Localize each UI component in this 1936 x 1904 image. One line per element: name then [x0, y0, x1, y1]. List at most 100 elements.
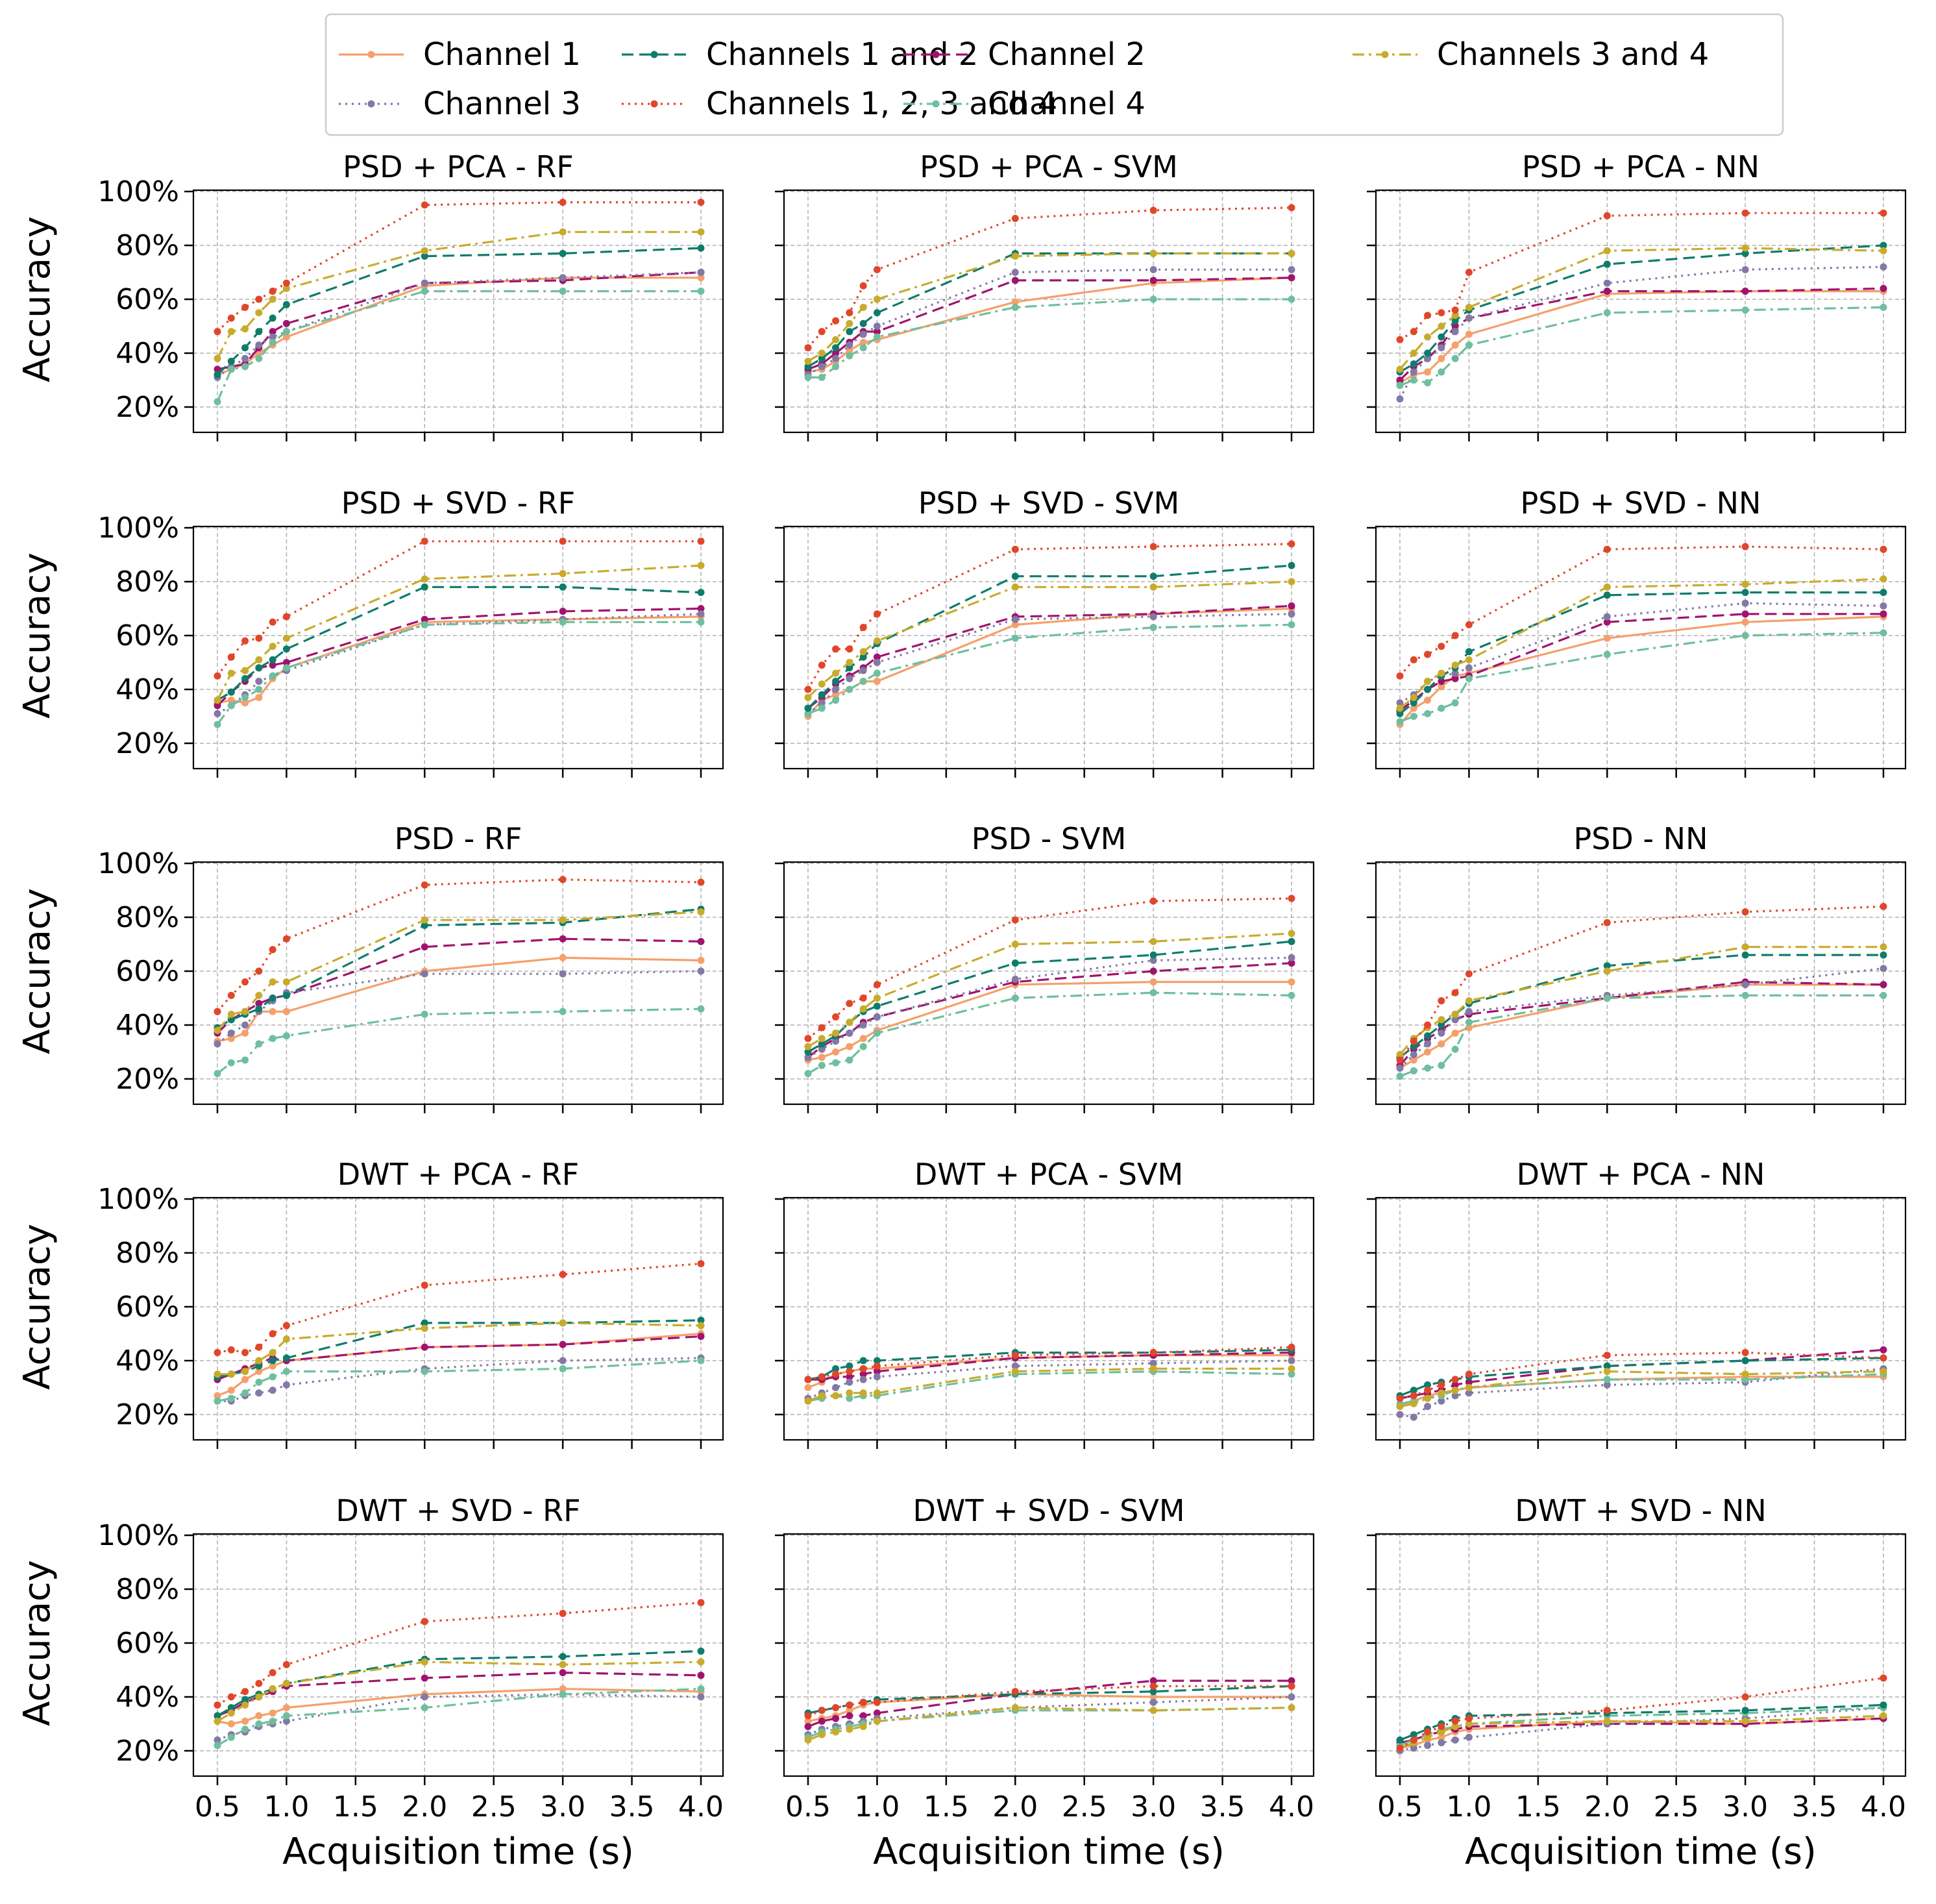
grid [1376, 862, 1905, 1104]
data-point [1288, 610, 1295, 618]
data-point [832, 678, 840, 686]
legend-item-1: Channel 1 [339, 36, 581, 73]
data-point [697, 269, 705, 276]
data-point [1603, 1352, 1611, 1359]
series-line-6 [1399, 946, 1883, 1056]
data-point [832, 697, 840, 704]
data-point [1741, 244, 1749, 252]
data-point [1603, 212, 1611, 219]
legend-box [325, 13, 1784, 136]
data-point [1396, 1403, 1404, 1411]
data-point [1741, 1357, 1749, 1365]
data-point [832, 1059, 840, 1067]
data-point [846, 1394, 853, 1402]
subplot-5: PSD + SVD - SVM [775, 486, 1315, 778]
data-point [269, 295, 276, 303]
data-point [1424, 1742, 1432, 1749]
data-point [1741, 249, 1749, 257]
data-point [1438, 1040, 1445, 1048]
data-point [1603, 1368, 1611, 1376]
data-point [697, 1647, 705, 1655]
data-point [1149, 295, 1157, 303]
data-point [1288, 1682, 1295, 1690]
data-point [697, 1317, 705, 1324]
data-point [282, 935, 290, 943]
data-point [1011, 1352, 1019, 1359]
data-point [559, 199, 567, 206]
data-point [255, 1000, 263, 1008]
data-point [1741, 543, 1749, 550]
data-point [873, 333, 881, 341]
data-point [859, 653, 867, 661]
data-point [255, 678, 263, 686]
series-line-4 [1399, 994, 1883, 1078]
data-point [1603, 995, 1611, 1002]
data-point [421, 916, 428, 924]
data-point [1288, 954, 1295, 961]
data-point [818, 661, 826, 669]
data-point [859, 1043, 867, 1050]
data-point [697, 1357, 705, 1365]
data-point [818, 1717, 826, 1725]
data-point [859, 624, 867, 632]
data-point [818, 1040, 826, 1048]
data-point [846, 1043, 853, 1050]
data-point [846, 659, 853, 666]
data-point [804, 1043, 812, 1050]
data-point [1603, 279, 1611, 287]
data-point [255, 1040, 263, 1048]
data-point [859, 648, 867, 656]
data-point [804, 1384, 812, 1391]
data-point [227, 314, 235, 322]
data-point [1011, 634, 1019, 642]
data-point [1465, 1378, 1473, 1386]
series-line-7 [807, 1685, 1292, 1717]
data-point [241, 344, 249, 352]
subplot-grid: PSD + PCA - RF20%40%60%80%100%AccuracyPS… [16, 149, 1907, 1873]
data-point [846, 686, 853, 693]
data-point [1288, 1365, 1295, 1372]
data-point [1011, 1362, 1019, 1370]
data-point [873, 659, 881, 666]
data-point [1603, 613, 1611, 621]
data-point [227, 1704, 235, 1712]
data-point [1288, 540, 1295, 548]
data-point [227, 1010, 235, 1018]
legend-item-2: Channel 2 [903, 36, 1146, 73]
data-point [804, 1397, 812, 1405]
data-point [269, 1717, 276, 1725]
subplot-title: PSD + PCA - RF [343, 149, 574, 184]
data-point [282, 1368, 290, 1376]
data-point [832, 349, 840, 357]
y-tick-label: 80% [116, 1237, 179, 1270]
data-point [269, 978, 276, 986]
data-point [269, 661, 276, 669]
data-point [1741, 288, 1749, 295]
data-point [1438, 1016, 1445, 1024]
data-point [873, 981, 881, 989]
data-point [214, 371, 221, 378]
data-point [559, 583, 567, 591]
data-point [227, 1370, 235, 1378]
data-point [1396, 377, 1404, 384]
data-point [214, 1392, 221, 1400]
data-point [1438, 1728, 1445, 1736]
data-point [1451, 632, 1459, 639]
data-point [1424, 312, 1432, 319]
data-point [1396, 395, 1404, 403]
data-point [559, 1365, 567, 1372]
data-point [1438, 683, 1445, 691]
data-point [214, 1736, 221, 1744]
data-point [241, 303, 249, 311]
data-point [282, 328, 290, 336]
data-point [214, 365, 221, 373]
data-point [1880, 575, 1887, 583]
data-point [1465, 1024, 1473, 1032]
data-point [1438, 344, 1445, 352]
subplot-14: DWT + SVD - SVM 0.5 1.0 1.5 2.0 2.5 3.0 3.5 4.0 A… [775, 1493, 1315, 1873]
series-line-4 [1399, 632, 1884, 723]
data-point [421, 247, 428, 254]
y-tick-label: 20% [116, 1735, 179, 1768]
data-point [697, 1693, 705, 1701]
data-point [1603, 247, 1611, 254]
